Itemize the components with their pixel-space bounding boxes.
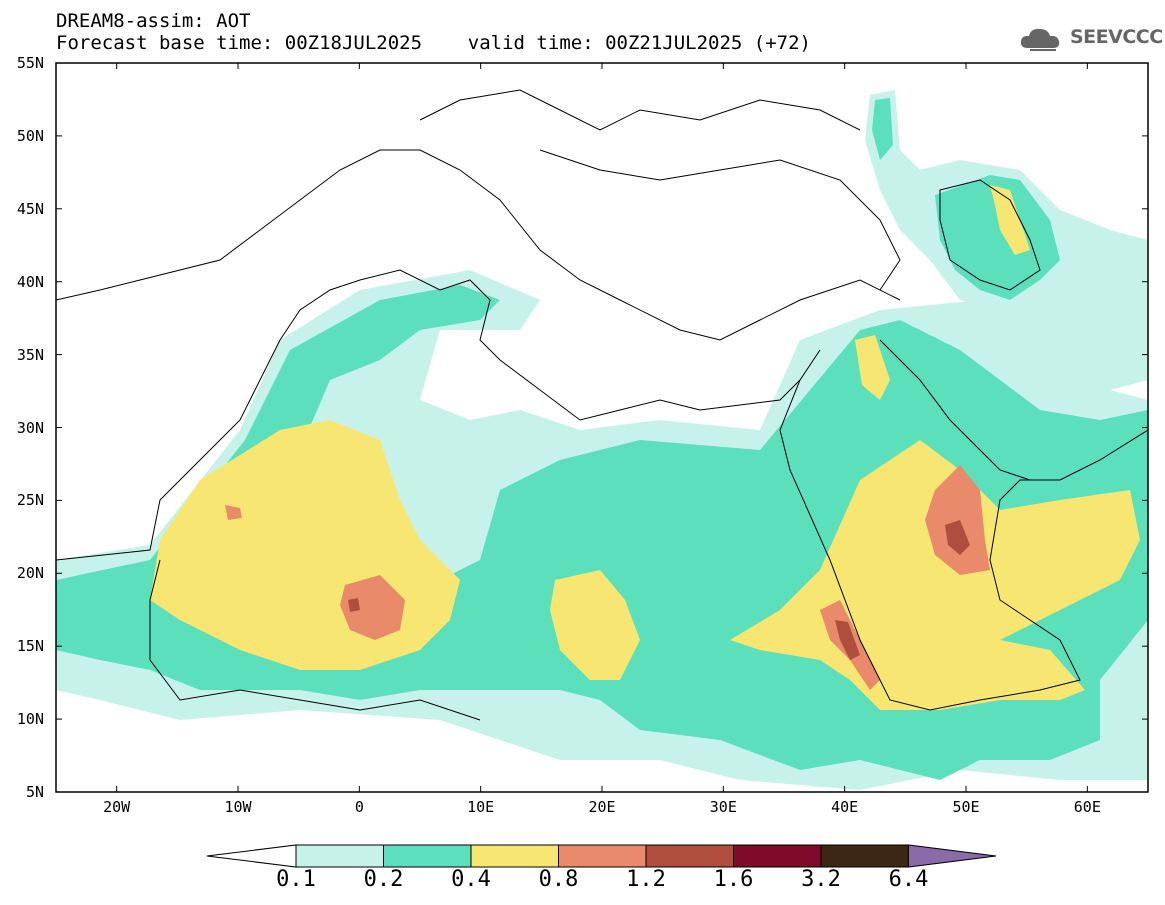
aot-band-0.4 [855, 335, 890, 400]
lon-label: 20W [103, 798, 131, 816]
aot-band-0.4 [550, 570, 640, 680]
colorbar [206, 844, 997, 868]
lat-label: 45N [16, 199, 44, 218]
colorbar-label: 6.4 [888, 867, 929, 892]
cloud-icon [1020, 28, 1060, 51]
coastline-path [149, 559, 481, 721]
colorbar-segment [470, 844, 559, 868]
aot-band-0.4 [990, 185, 1030, 255]
colorbar-label: 1.6 [713, 867, 754, 892]
lon-label: 30E [709, 798, 737, 816]
colorbar-upper-arrow [908, 844, 997, 868]
lon-label: 10E [467, 798, 495, 816]
lat-label: 55N [16, 54, 44, 72]
map-subtitle: Forecast base time: 00Z18JUL2025 valid t… [56, 32, 811, 54]
aot-field [56, 90, 1148, 790]
coastline-path [779, 379, 1148, 711]
seevccc-logo: SEEVCCC [1018, 24, 1163, 54]
coastline-path [539, 149, 901, 291]
coastline-path [879, 339, 1031, 481]
coastlines [56, 89, 1148, 721]
lon-label: 60E [1073, 798, 1101, 816]
lat-label: 20N [16, 564, 44, 583]
lat-label: 15N [16, 637, 44, 656]
colorbar-segment [820, 844, 909, 868]
coastline-path [56, 149, 901, 341]
lat-label: 40N [16, 272, 44, 291]
colorbar-label: 0.2 [363, 867, 404, 892]
coastline-path [939, 179, 1041, 291]
coastline-path [419, 89, 861, 131]
lon-label: 10W [224, 798, 252, 816]
lat-label: 35N [16, 345, 44, 364]
lat-label: 5N [25, 783, 44, 801]
aot-band-0.2 [872, 98, 893, 160]
aot-band-0.8 [340, 575, 405, 640]
colorbar-label: 3.2 [801, 867, 841, 892]
axis-ticks [56, 62, 1148, 793]
colorbar-segment [295, 844, 384, 868]
logo-text: SEEVCCC [1070, 26, 1163, 48]
colorbar-lower-arrow [206, 844, 297, 868]
lon-label: 40E [831, 798, 859, 816]
map-title: DREAM8-assim: AOT [56, 10, 251, 32]
colorbar-label: 0.1 [276, 867, 316, 892]
colorbar-segment [645, 844, 734, 868]
lon-label: 20E [588, 798, 616, 816]
lon-label: 0 [354, 798, 364, 816]
lat-label: 10N [16, 710, 44, 729]
coastline-path [56, 269, 821, 561]
colorbar-segment [558, 844, 647, 868]
lon-label: 50E [952, 798, 980, 816]
aot-band-1.2 [835, 620, 860, 660]
colorbar-segment [733, 844, 822, 868]
lat-label: 25N [16, 491, 44, 510]
aot-band-0.8 [225, 505, 242, 520]
aot-band-1.2 [348, 598, 360, 612]
lat-label: 50N [16, 126, 44, 145]
colorbar-label: 0.8 [538, 867, 579, 892]
colorbar-label: 1.2 [626, 867, 666, 892]
lat-label: 30N [16, 418, 44, 437]
aot-band-1.2 [945, 520, 970, 555]
aot-band-0.8 [925, 465, 990, 575]
aot-band-0.2 [935, 175, 1060, 300]
colorbar-label: 0.4 [451, 867, 491, 892]
colorbar-segment [383, 844, 472, 868]
